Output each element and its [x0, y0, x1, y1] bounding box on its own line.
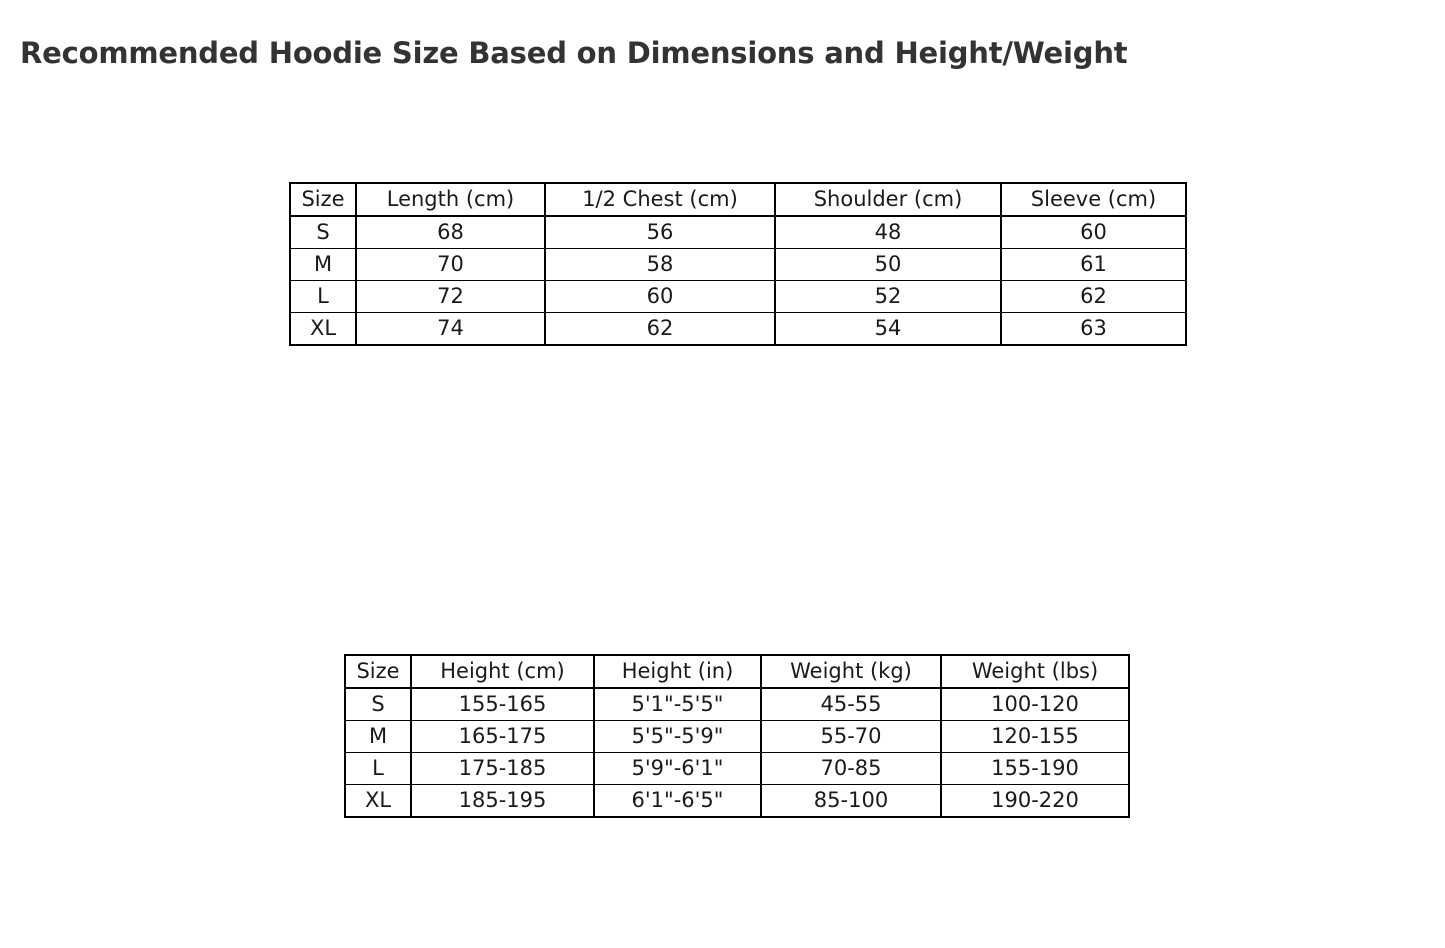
cell-length: 74 [355, 312, 546, 346]
cell-sleeve: 60 [1000, 215, 1187, 249]
cell-size: S [344, 687, 412, 721]
cell-height-in: 6'1"-6'5" [593, 784, 762, 818]
cell-sleeve: 62 [1000, 280, 1187, 313]
table-row: M 165-175 5'5"-5'9" 55-70 120-155 [344, 720, 1130, 753]
cell-weight-lbs: 155-190 [940, 752, 1130, 785]
table-row: M 70 58 50 61 [289, 248, 1187, 281]
cell-length: 72 [355, 280, 546, 313]
table-header-row: Size Height (cm) Height (in) Weight (kg)… [344, 654, 1130, 689]
cell-length: 70 [355, 248, 546, 281]
table-row: S 68 56 48 60 [289, 215, 1187, 249]
column-header-size: Size [289, 182, 357, 217]
table-row: XL 74 62 54 63 [289, 312, 1187, 346]
page-title: Recommended Hoodie Size Based on Dimensi… [20, 36, 1128, 71]
garment-dimensions-table-body: S 68 56 48 60 M 70 58 50 61 L 72 60 52 6… [289, 215, 1187, 346]
cell-half-chest: 56 [544, 215, 776, 249]
cell-size: XL [289, 312, 357, 346]
column-header-size: Size [344, 654, 412, 689]
cell-height-cm: 185-195 [410, 784, 595, 818]
table-row: L 72 60 52 62 [289, 280, 1187, 313]
table-row: XL 185-195 6'1"-6'5" 85-100 190-220 [344, 784, 1130, 818]
cell-length: 68 [355, 215, 546, 249]
column-header-length: Length (cm) [355, 182, 546, 217]
cell-size: M [344, 720, 412, 753]
column-header-shoulder: Shoulder (cm) [774, 182, 1002, 217]
cell-half-chest: 60 [544, 280, 776, 313]
cell-size: XL [344, 784, 412, 818]
column-header-half-chest: 1/2 Chest (cm) [544, 182, 776, 217]
body-measurements-table: Size Height (cm) Height (in) Weight (kg)… [344, 654, 1130, 818]
cell-weight-kg: 55-70 [760, 720, 942, 753]
cell-size: M [289, 248, 357, 281]
table-row: S 155-165 5'1"-5'5" 45-55 100-120 [344, 687, 1130, 721]
cell-shoulder: 50 [774, 248, 1002, 281]
cell-shoulder: 48 [774, 215, 1002, 249]
cell-size: L [289, 280, 357, 313]
cell-weight-lbs: 190-220 [940, 784, 1130, 818]
cell-weight-kg: 85-100 [760, 784, 942, 818]
cell-size: L [344, 752, 412, 785]
table-header-row: Size Length (cm) 1/2 Chest (cm) Shoulder… [289, 182, 1187, 217]
cell-weight-lbs: 120-155 [940, 720, 1130, 753]
cell-weight-lbs: 100-120 [940, 687, 1130, 721]
body-measurements-table-body: S 155-165 5'1"-5'5" 45-55 100-120 M 165-… [344, 687, 1130, 818]
cell-height-cm: 175-185 [410, 752, 595, 785]
cell-weight-kg: 45-55 [760, 687, 942, 721]
cell-shoulder: 52 [774, 280, 1002, 313]
cell-half-chest: 58 [544, 248, 776, 281]
column-header-height-cm: Height (cm) [410, 654, 595, 689]
column-header-height-in: Height (in) [593, 654, 762, 689]
table-row: L 175-185 5'9"-6'1" 70-85 155-190 [344, 752, 1130, 785]
cell-weight-kg: 70-85 [760, 752, 942, 785]
cell-height-in: 5'5"-5'9" [593, 720, 762, 753]
cell-size: S [289, 215, 357, 249]
garment-dimensions-table-header: Size Length (cm) 1/2 Chest (cm) Shoulder… [289, 182, 1187, 217]
garment-dimensions-table: Size Length (cm) 1/2 Chest (cm) Shoulder… [289, 182, 1187, 346]
body-measurements-table-header: Size Height (cm) Height (in) Weight (kg)… [344, 654, 1130, 689]
cell-sleeve: 63 [1000, 312, 1187, 346]
cell-shoulder: 54 [774, 312, 1002, 346]
cell-height-in: 5'1"-5'5" [593, 687, 762, 721]
cell-height-in: 5'9"-6'1" [593, 752, 762, 785]
column-header-weight-lbs: Weight (lbs) [940, 654, 1130, 689]
column-header-sleeve: Sleeve (cm) [1000, 182, 1187, 217]
cell-half-chest: 62 [544, 312, 776, 346]
column-header-weight-kg: Weight (kg) [760, 654, 942, 689]
cell-height-cm: 165-175 [410, 720, 595, 753]
cell-height-cm: 155-165 [410, 687, 595, 721]
cell-sleeve: 61 [1000, 248, 1187, 281]
